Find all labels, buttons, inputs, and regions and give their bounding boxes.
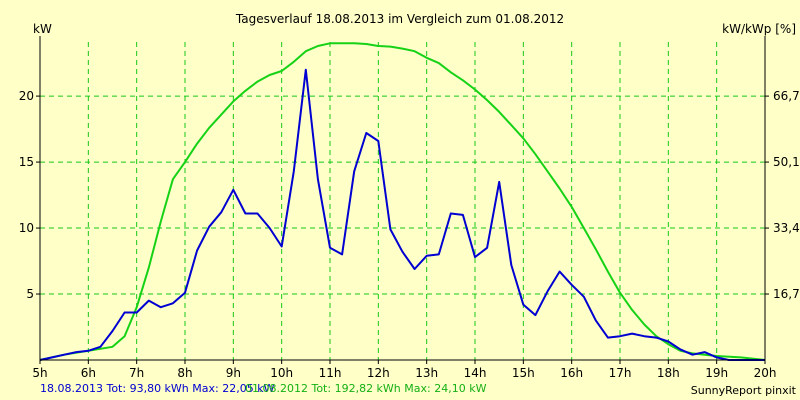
y-axis-left-label: kW bbox=[33, 22, 52, 36]
x-tick-label: 13h bbox=[415, 366, 438, 380]
x-tick-label: 19h bbox=[705, 366, 728, 380]
x-tick-label: 7h bbox=[129, 366, 144, 380]
x-tick-label: 16h bbox=[560, 366, 583, 380]
y-axis-right-label: kW/kWp [%] bbox=[722, 22, 796, 36]
y-right-tick-label: 66,7 bbox=[773, 89, 800, 103]
legend-series-1: 18.08.2013 Tot: 93,80 kWh Max: 22,05 kW bbox=[40, 382, 275, 395]
y-left-tick-label: 15 bbox=[19, 155, 34, 169]
x-tick-label: 11h bbox=[319, 366, 342, 380]
y-left-tick-label: 10 bbox=[19, 221, 34, 235]
y-right-tick-label: 16,7 bbox=[773, 287, 800, 301]
grid bbox=[40, 42, 765, 360]
legend-series-2: 01.08.2012 Tot: 192,82 kWh Max: 24,10 kW bbox=[245, 382, 487, 395]
x-tick-label: 12h bbox=[367, 366, 390, 380]
series-line-2 bbox=[39, 42, 766, 361]
x-tick-label: 20h bbox=[754, 366, 777, 380]
x-tick-label: 6h bbox=[81, 366, 96, 380]
axes: 5h 6h 7h 8h 9h 10h 11h 12h 13h 14h 15h 16h 17h 18h 19h… bbox=[19, 36, 800, 380]
y-left-tick-label: 5 bbox=[26, 287, 34, 301]
x-tick-label: 8h bbox=[177, 366, 192, 380]
x-tick-label: 18h bbox=[657, 366, 680, 380]
x-tick-label: 10h bbox=[270, 366, 293, 380]
x-tick-label: 17h bbox=[609, 366, 632, 380]
series-layer bbox=[39, 42, 766, 361]
series-line-1 bbox=[39, 68, 765, 361]
y-right-tick-label: 50,1 bbox=[773, 155, 800, 169]
x-tick-label: 14h bbox=[464, 366, 487, 380]
y-left-tick-label: 20 bbox=[19, 89, 34, 103]
x-tick-label: 9h bbox=[226, 366, 241, 380]
x-tick-label: 5h bbox=[32, 366, 47, 380]
chart-title: Tagesverlauf 18.08.2013 im Vergleich zum… bbox=[235, 12, 564, 26]
labels: Tagesverlauf 18.08.2013 im Vergleich zum… bbox=[33, 12, 797, 397]
y-right-tick-label: 33,4 bbox=[773, 221, 800, 235]
x-tick-label: 15h bbox=[512, 366, 535, 380]
credit-text: SunnyReport pinxit bbox=[691, 384, 797, 397]
